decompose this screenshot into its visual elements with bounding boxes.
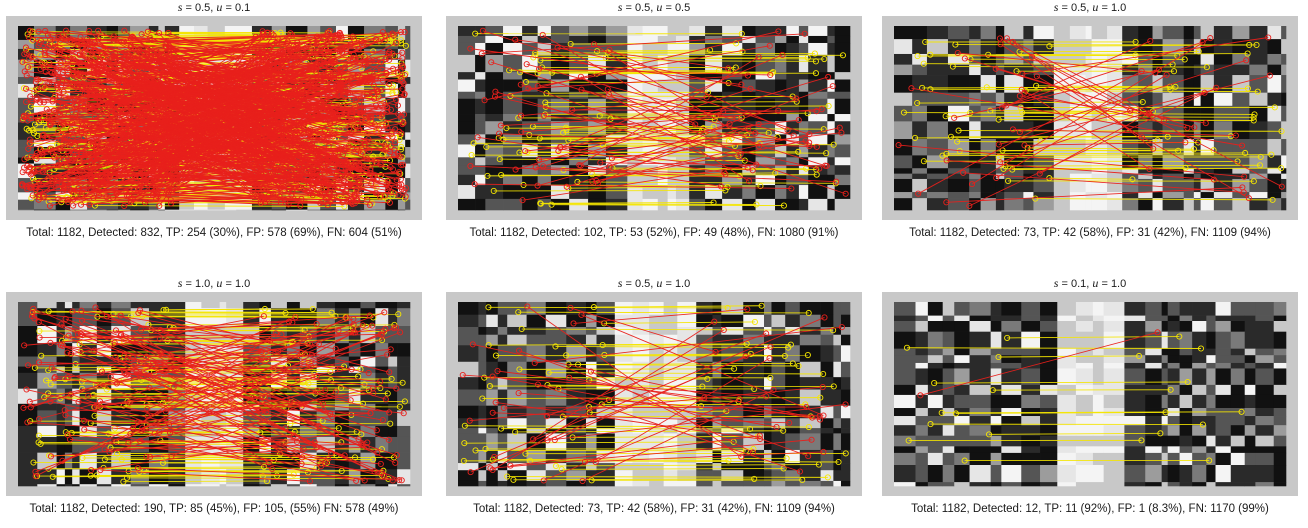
u-value: 0.1 [235, 2, 250, 14]
s-value: 0.1 [1071, 278, 1086, 290]
match-visualization-image [6, 16, 422, 220]
match-visualization-image [446, 16, 862, 220]
panel-title: s = 0.5, u = 0.1 [6, 0, 422, 14]
panel-caption: Total: 1182, Detected: 12, TP: 11 (92%),… [876, 501, 1304, 517]
figure-panel-1: s = 0.5, u = 0.1 Total: 1182, Detected: … [6, 0, 422, 252]
u-value: 1.0 [675, 278, 690, 290]
match-visualization-image [882, 292, 1298, 496]
panel-caption: Total: 1182, Detected: 832, TP: 254 (30%… [0, 225, 428, 241]
s-value: 1.0 [195, 278, 210, 290]
u-value: 1.0 [1111, 278, 1126, 290]
figure-panel-3: s = 0.5, u = 1.0 Total: 1182, Detected: … [882, 0, 1298, 252]
s-value: 0.5 [635, 278, 650, 290]
s-value: 0.5 [1071, 2, 1086, 14]
panel-caption: Total: 1182, Detected: 190, TP: 85 (45%)… [0, 501, 428, 517]
figure-panel-2: s = 0.5, u = 0.5 Total: 1182, Detected: … [446, 0, 862, 252]
panel-title: s = 0.5, u = 0.5 [446, 0, 862, 14]
match-visualization-image [6, 292, 422, 496]
match-visualization-image [446, 292, 862, 496]
checkerboard-pattern [894, 302, 1286, 486]
u-value: 1.0 [235, 278, 250, 290]
figure-panel-6: s = 0.1, u = 1.0 Total: 1182, Detected: … [882, 276, 1298, 528]
panel-title: s = 0.5, u = 1.0 [882, 0, 1298, 14]
panel-caption: Total: 1182, Detected: 102, TP: 53 (52%)… [440, 225, 868, 241]
match-visualization-image [882, 16, 1298, 220]
figure-panel-4: s = 1.0, u = 1.0 Total: 1182, Detected: … [6, 276, 422, 528]
u-value: 1.0 [1111, 2, 1126, 14]
figure-panel-5: s = 0.5, u = 1.0 Total: 1182, Detected: … [446, 276, 862, 528]
u-value: 0.5 [675, 2, 690, 14]
panel-caption: Total: 1182, Detected: 73, TP: 42 (58%),… [876, 225, 1304, 241]
s-value: 0.5 [635, 2, 650, 14]
panel-title: s = 0.1, u = 1.0 [882, 276, 1298, 290]
panel-title: s = 1.0, u = 1.0 [6, 276, 422, 290]
panel-caption: Total: 1182, Detected: 73, TP: 42 (58%),… [440, 501, 868, 517]
panel-title: s = 0.5, u = 1.0 [446, 276, 862, 290]
s-value: 0.5 [195, 2, 210, 14]
